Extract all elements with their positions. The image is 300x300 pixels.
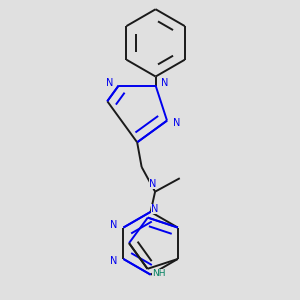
Text: NH: NH [152,269,165,278]
Text: N: N [151,204,158,214]
Text: N: N [149,179,157,189]
Text: N: N [110,256,117,266]
Text: N: N [110,220,117,230]
Text: N: N [161,78,168,88]
Text: N: N [106,78,113,88]
Text: N: N [173,118,181,128]
